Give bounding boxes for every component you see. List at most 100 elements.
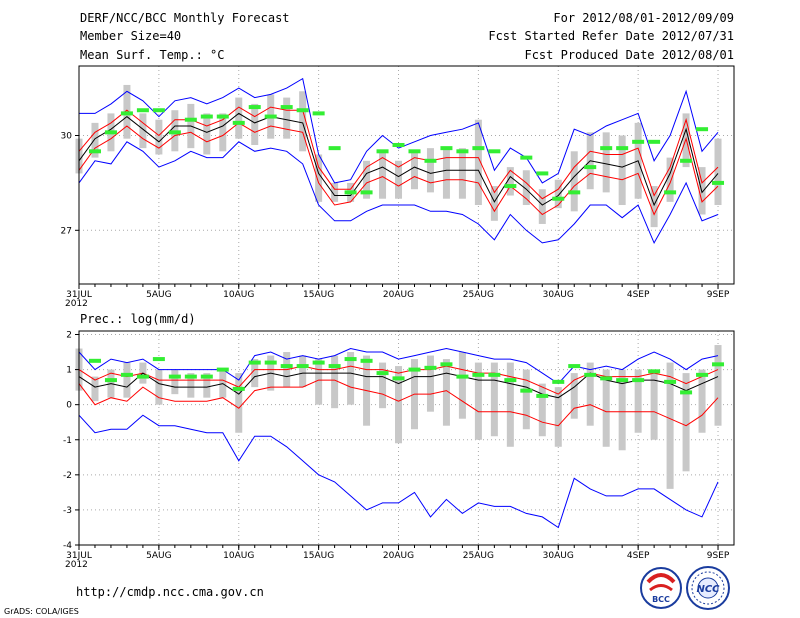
temp-obs-mark	[424, 158, 437, 163]
temp-xtick-label: 20AUG	[383, 290, 414, 300]
header-member-size: Member Size=40	[80, 29, 181, 43]
temp-xtick-label: 31JUL	[66, 290, 92, 300]
prec-spread-box	[442, 359, 450, 426]
prec-obs-mark	[216, 367, 229, 372]
prec-spread-box	[379, 362, 387, 409]
temp-spread-box	[155, 119, 163, 155]
prec-obs-mark	[552, 379, 565, 384]
prec-xtick-label: 20AUG	[383, 551, 414, 561]
temp-obs-mark	[248, 105, 261, 110]
prec-obs-mark	[536, 393, 549, 398]
prec-xtick-label: 30AUG	[543, 551, 574, 561]
temp-spread-box	[506, 167, 514, 196]
prec-obs-mark	[296, 364, 309, 369]
prec-spread-box	[602, 369, 610, 447]
temp-obs-mark	[584, 165, 597, 170]
prec-obs-mark	[376, 371, 389, 376]
prec-min-line	[78, 414, 719, 529]
temp-spread-box	[395, 160, 403, 199]
prec-obs-mark	[168, 374, 181, 379]
bcc-logo-text: BCC	[652, 595, 670, 604]
temp-spread-box	[379, 151, 387, 199]
prec-spread-box	[395, 366, 403, 444]
prec-spread-box	[634, 369, 642, 433]
prec-spread-box	[474, 362, 482, 440]
prec-xtick-sublabel: 2012	[65, 560, 88, 570]
temp-obs-mark	[648, 139, 661, 144]
prec-spread-box	[315, 359, 323, 405]
prec-spread-box	[251, 359, 259, 388]
prec-ytick-label: 0	[66, 401, 72, 411]
temp-obs-mark	[136, 108, 149, 113]
prec-ytick-label: 2	[66, 331, 72, 341]
precip-panel-title: Prec.: log(mm/d)	[80, 312, 196, 326]
prec-ytick-label: -3	[63, 506, 72, 516]
temp-spread-box	[363, 160, 371, 199]
temp-spread-box	[650, 186, 658, 228]
temp-spread-box	[522, 170, 530, 206]
prec-plot-area	[79, 331, 734, 545]
prec-obs-mark	[488, 372, 501, 377]
footer-credit: GrADS: COLA/IGES	[4, 607, 79, 616]
header-period: For 2012/08/01-2012/09/09	[553, 11, 734, 25]
temp-spread-box	[299, 91, 307, 152]
temp-spread-box	[410, 151, 418, 190]
temp-obs-mark	[712, 180, 725, 185]
temp-obs-mark	[408, 149, 421, 154]
prec-obs-mark	[408, 367, 421, 372]
temp-xtick-sublabel: 2012	[65, 299, 88, 309]
temp-spread-box	[458, 148, 466, 199]
temp-spread-box	[235, 97, 243, 139]
prec-spread-box	[714, 345, 722, 426]
temp-obs-mark	[696, 127, 709, 132]
temp-spread-box	[139, 113, 147, 149]
prec-xtick-label: 5AUG	[146, 551, 171, 561]
temp-obs-mark	[632, 139, 645, 144]
temp-spread-box	[490, 186, 498, 221]
header-variable: Mean Surf. Temp.: °C	[80, 48, 225, 62]
prec-obs-mark	[440, 362, 453, 367]
temp-spread-box	[219, 113, 227, 152]
temp-obs-mark	[440, 146, 453, 151]
temp-obs-mark	[200, 114, 213, 119]
temp-obs-mark	[168, 130, 181, 135]
temp-xtick-label: 10AUG	[223, 290, 254, 300]
prec-spread-box	[91, 376, 99, 402]
temp-obs-mark	[88, 149, 101, 154]
temp-spread-box	[554, 179, 562, 209]
temp-xtick-label: 5AUG	[146, 290, 171, 300]
temp-obs-mark	[456, 149, 469, 154]
prec-obs-mark	[232, 386, 245, 391]
prec-obs-mark	[360, 358, 373, 363]
temp-spread-box	[91, 122, 99, 158]
temp-obs-mark	[232, 120, 245, 125]
prec-obs-mark	[472, 372, 485, 377]
prec-obs-mark	[568, 364, 581, 369]
prec-obs-mark	[504, 378, 517, 383]
prec-spread-box	[506, 362, 514, 447]
temp-xtick-label: 9SEP	[707, 290, 730, 300]
footer-url: http://cmdp.ncc.cma.gov.cn	[76, 585, 264, 599]
prec-spread-box	[299, 355, 307, 388]
temp-obs-mark	[520, 155, 533, 160]
temp-obs-mark	[536, 171, 549, 176]
prec-spread-box	[458, 352, 466, 419]
prec-obs-mark	[344, 357, 357, 362]
prec-spread-box	[347, 352, 355, 405]
temp-spread-box	[426, 148, 434, 193]
prec-obs-mark	[648, 369, 661, 374]
prec-obs-mark	[200, 374, 213, 379]
prec-spread-box	[203, 373, 211, 398]
temp-spread-box	[315, 154, 323, 202]
temp-obs-mark	[120, 111, 133, 116]
prec-spread-box	[171, 369, 179, 395]
temp-spread-box	[474, 119, 482, 206]
prec-obs-mark	[248, 360, 261, 365]
prec-spread-box	[235, 373, 243, 433]
temp-ytick-label: 30	[61, 132, 73, 142]
prec-spread-box	[570, 373, 578, 419]
temp-obs-mark	[152, 108, 165, 113]
temp-spread-box	[618, 135, 626, 206]
temp-spread-box	[283, 97, 291, 139]
